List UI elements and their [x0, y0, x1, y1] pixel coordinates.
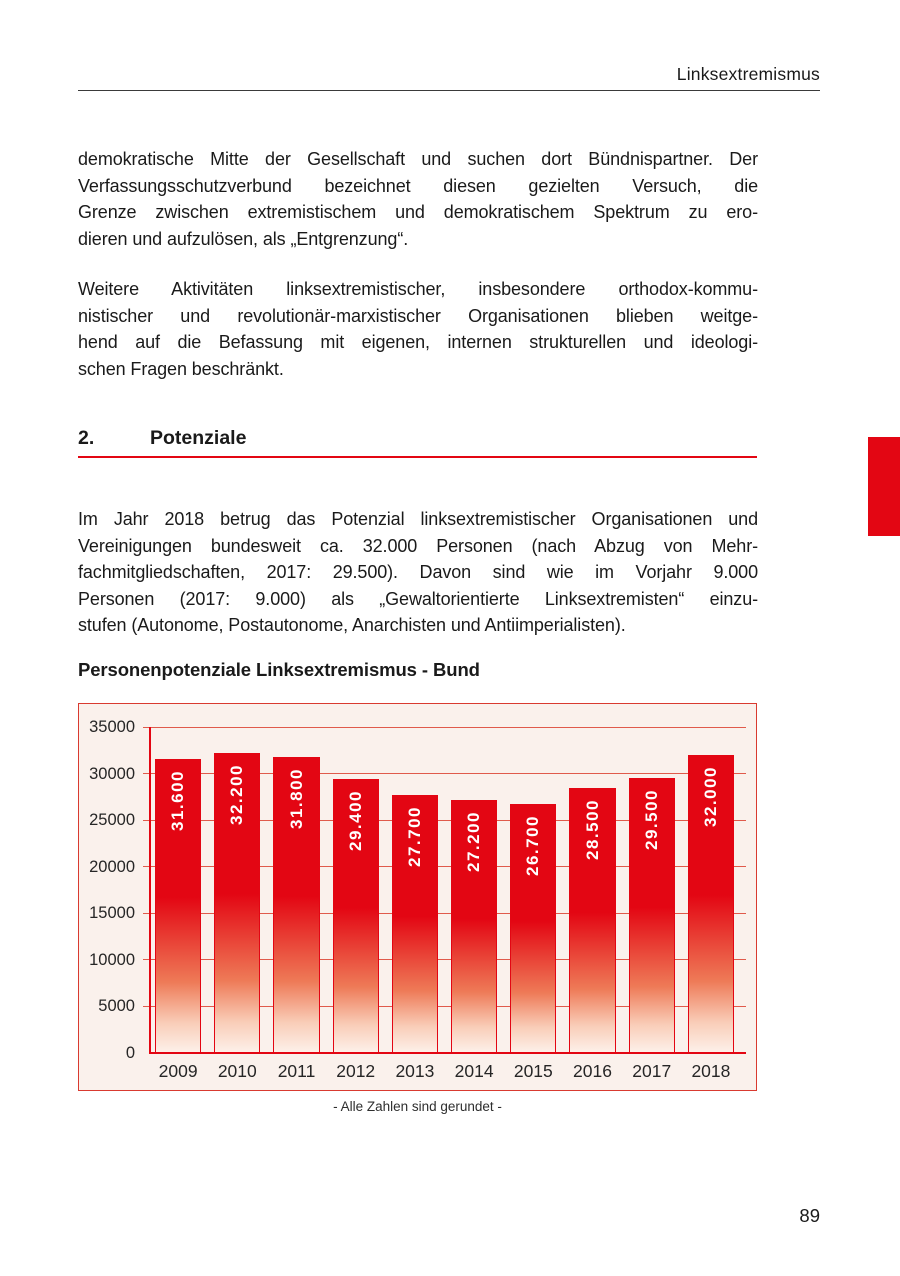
gridline: [143, 912, 746, 914]
bar-zone: 31.800: [273, 727, 320, 1053]
x-tick-label: 2009: [158, 1060, 198, 1081]
bar-group: 27.200 2014: [451, 727, 498, 1089]
bar-2017: 29.500: [628, 778, 675, 1053]
bar-group: 26.700 2015: [510, 727, 557, 1089]
bar-zone: 26.700: [510, 727, 557, 1053]
chart-title: Personenpotenziale Linksextremismus - Bu…: [78, 659, 480, 680]
bar-value-label: 26.700: [523, 815, 543, 877]
gridline: [143, 773, 746, 775]
y-tick-label: 15000: [89, 904, 135, 923]
bar-zone: 28.500: [569, 727, 616, 1053]
chapter-tab-marker: [868, 437, 900, 536]
y-tick-label: 25000: [89, 811, 135, 830]
y-tick-label: 10000: [89, 950, 135, 969]
bar-zone: 31.600: [155, 727, 202, 1053]
bar-group: 32.200 2010: [214, 727, 261, 1089]
bar-value-label: 32.000: [700, 765, 720, 827]
bar-2018: 32.000: [687, 754, 735, 1053]
y-tick-label: 30000: [89, 764, 135, 783]
bar-2016: 28.500: [569, 787, 616, 1053]
bar-group: 29.500 2017: [628, 727, 675, 1089]
x-tick-label: 2018: [691, 1060, 731, 1081]
bar-2012: 29.400: [332, 779, 379, 1053]
gridline: [143, 866, 746, 868]
text-line: schen Fragen beschränkt.: [78, 358, 284, 379]
y-axis-labels: 0 5000 10000 15000 20000 25000 30000 35000: [79, 718, 135, 1062]
paragraph-2: Weitere Aktivitäten linksextremistischer…: [78, 276, 758, 382]
text-line: hend auf die Befassung mit eigenen, inte…: [78, 332, 758, 353]
bar-value-label: 29.500: [641, 789, 661, 851]
bar-value-label: 27.700: [404, 806, 424, 867]
x-tick-label: 2012: [336, 1060, 376, 1081]
x-axis-line: [149, 1052, 746, 1054]
x-tick-label: 2017: [632, 1060, 672, 1081]
bar-group: 31.800 2011: [273, 727, 320, 1089]
bar-zone: 32.000: [687, 727, 735, 1053]
x-tick-label: 2015: [513, 1060, 553, 1081]
x-tick-label: 2011: [277, 1060, 316, 1081]
text-line: stufen (Autonome, Postautonome, Anarchis…: [78, 615, 626, 636]
bar-2011: 31.800: [273, 756, 320, 1053]
y-tick-label: 0: [125, 1044, 135, 1062]
bar-2013: 27.700: [391, 795, 439, 1053]
bar-group: 29.400 2012: [332, 727, 379, 1089]
text-line: nistischer und revolutionär-marxistische…: [78, 305, 758, 326]
bar-zone: 29.400: [332, 727, 379, 1053]
section-title: Potenziale: [150, 427, 247, 449]
section-rule: [78, 456, 757, 458]
bar-zone: 27.700: [391, 727, 439, 1053]
text-line: Weitere Aktivitäten linksextremistischer…: [78, 279, 758, 299]
bar-2010: 32.200: [214, 753, 261, 1053]
y-tick-label: 20000: [89, 857, 135, 876]
text-line: Im Jahr 2018 betrug das Potenzial linkse…: [78, 509, 758, 529]
running-header: Linksextremismus: [676, 64, 820, 84]
y-tick-label: 35000: [89, 718, 135, 736]
page-number: 89: [799, 1205, 820, 1226]
bar-2014: 27.200: [451, 799, 498, 1053]
bar-value-label: 29.400: [345, 790, 365, 852]
text-line: Personen (2017: 9.000) als „Gewaltorient…: [78, 588, 758, 609]
paragraph-3: Im Jahr 2018 betrug das Potenzial linkse…: [78, 506, 758, 639]
gridline: [143, 959, 746, 961]
bar-value-label: 28.500: [582, 798, 602, 860]
gridline: [143, 1005, 746, 1007]
bar-chart: 0 5000 10000 15000 20000 25000 30000 35000 31.6…: [78, 703, 757, 1091]
x-tick-label: 2016: [573, 1060, 612, 1081]
bar-group: 27.700 2013: [391, 727, 439, 1089]
text-line: Verfassungsschutzverbund bezeichnet dies…: [78, 175, 758, 196]
section-heading: 2. Potenziale: [78, 427, 758, 450]
header-rule: [78, 90, 820, 91]
bar-zone: 32.200: [214, 727, 261, 1053]
bar-value-label: 31.800: [286, 767, 306, 829]
bar-value-label: 27.200: [464, 810, 484, 872]
y-axis-line: [149, 727, 151, 1053]
text-line: Vereinigungen bundesweit ca. 32.000 Pers…: [78, 535, 758, 556]
section-number: 2.: [78, 427, 95, 449]
bar-group: 28.500 2016: [569, 727, 616, 1089]
paragraph-1: demokratische Mitte der Gesellschaft und…: [78, 146, 758, 252]
gridline: [143, 819, 746, 821]
x-tick-label: 2013: [395, 1060, 435, 1081]
x-tick-label: 2014: [454, 1060, 494, 1081]
bar-value-label: 31.600: [168, 769, 188, 831]
text-line: fachmitgliedschaften, 2017: 29.500). Dav…: [78, 562, 758, 583]
bar-zone: 27.200: [451, 727, 498, 1053]
bar-2015: 26.700: [510, 804, 557, 1053]
chart-bars: 31.600 2009 32.200 2010 31.800 2011 29.400 2012…: [149, 727, 746, 1089]
y-tick-label: 5000: [98, 997, 135, 1016]
text-line: dieren und aufzulösen, als „Entgrenzung“…: [78, 228, 409, 249]
bar-group: 31.600 2009: [155, 727, 202, 1089]
chart-plot-area: 0 5000 10000 15000 20000 25000 30000 35000 31.6…: [89, 718, 746, 1081]
text-line: demokratische Mitte der Gesellschaft und…: [78, 149, 758, 169]
bar-value-label: 32.200: [227, 764, 247, 826]
gridline: [143, 726, 746, 728]
bar-2009: 31.600: [155, 758, 202, 1053]
bar-zone: 29.500: [628, 727, 675, 1053]
bar-group: 32.000 2018: [687, 727, 735, 1089]
x-tick-label: 2010: [217, 1060, 257, 1081]
chart-footnote: - Alle Zahlen sind gerundet -: [333, 1099, 502, 1114]
text-line: Grenze zwischen extremistischem und demo…: [78, 202, 758, 223]
